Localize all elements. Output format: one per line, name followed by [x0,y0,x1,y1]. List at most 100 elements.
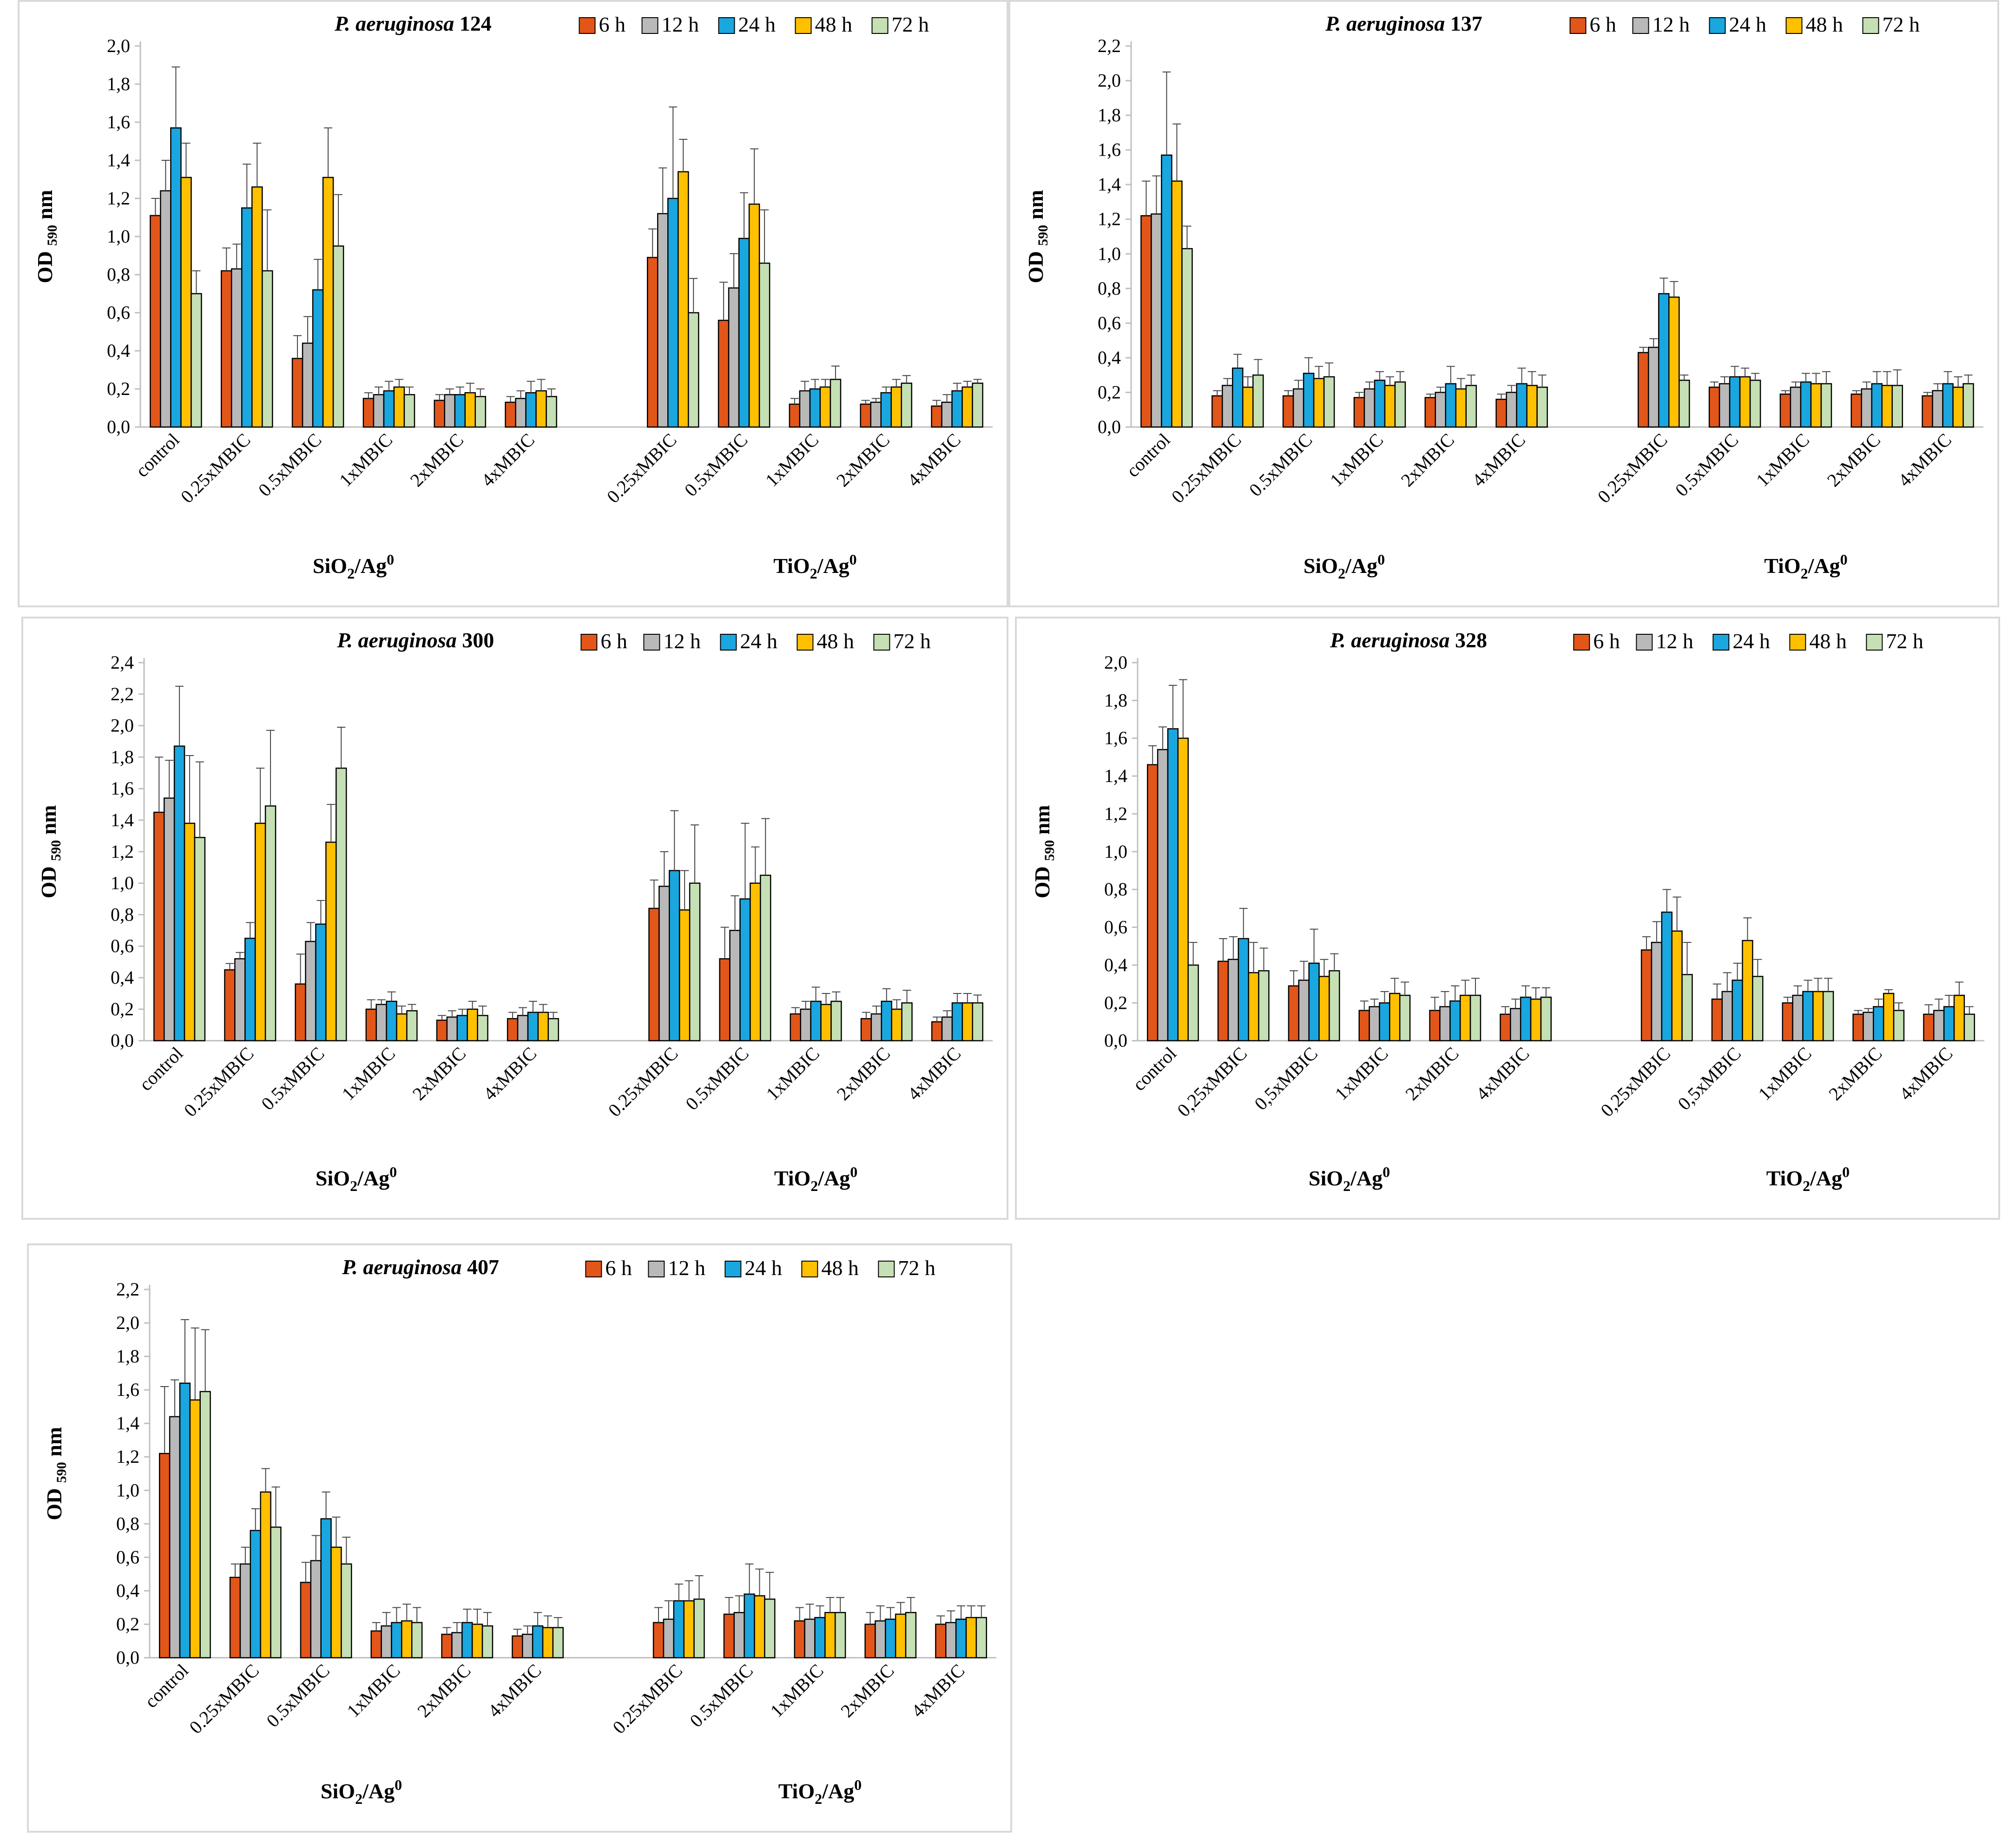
bar-6h-cat10 [935,1624,947,1658]
legend-label-48h: 48 h [817,629,854,653]
bar-6h-cat8 [1779,393,1791,428]
y-axis-label: OD 590 nm [1024,190,1051,283]
legend-label-72h: 72 h [892,13,929,36]
bar-12h-cat9 [1861,388,1872,428]
bar-6h-cat3 [362,398,375,428]
legend-label-24h: 24 h [738,13,776,36]
category-label: 0.25xMBIC [1167,429,1245,507]
bar-24h-cat5 [525,392,537,428]
y-axis-label-sub: 590 [48,840,64,861]
y-tick-label: 0,6 [116,1546,139,1567]
category-label: 0,5xMBIC [1250,1043,1322,1114]
bar-72h-cat6 [688,312,699,428]
y-tick-label: 0,8 [1104,879,1127,900]
y-tick-label: 1,8 [111,746,134,767]
bar-24h-cat4 [1449,1000,1461,1041]
bar-12h-cat1 [1221,385,1233,428]
bar-48h-cat4 [471,1624,483,1658]
bar-48h-cat3 [1384,385,1396,428]
bar-24h-cat2 [315,923,327,1041]
chart-title-species: P. aeruginosa [1325,12,1445,35]
y-tick-label: 2,0 [107,35,130,56]
category-label: 4xMBIC [484,1660,545,1721]
bar-6h-cat8 [790,1013,801,1041]
category-label: 4xMBIC [477,429,539,491]
bar-48h-cat1 [254,822,266,1041]
legend-swatch-72h [873,634,890,651]
legend-label-72h: 72 h [893,629,931,653]
bar-12h-cat10 [1933,1010,1945,1041]
bar-24h-cat2 [1308,962,1320,1041]
bar-6h-cat2 [295,983,306,1041]
legend-swatch-24h [720,634,737,651]
chart-panel-407: OD 590 nm 0,0 0,2 0,4 0,6 0,8 1,0 1,2 1,4 1,6 1,8 2… [27,1243,1012,1833]
bar-24h-cat0 [1167,728,1179,1041]
legend-swatch-12h [641,17,658,34]
bar-6h-cat0 [1140,215,1152,428]
bar-48h-cat2 [325,842,337,1041]
bar-72h-cat8 [830,1000,842,1041]
y-tick-label: 1,0 [107,226,130,247]
bar-6h-cat2 [291,358,303,428]
bar-6h-cat0 [153,811,165,1041]
bar-24h-cat6 [1658,293,1670,428]
bar-72h-cat3 [406,1010,418,1041]
bar-48h-cat10 [965,1617,977,1658]
bar-24h-cat1 [244,938,256,1041]
y-tick-label: 1,6 [111,778,134,799]
bar-72h-cat6 [693,1598,705,1658]
bar-24h-cat8 [809,388,821,428]
legend-swatch-6h [1573,634,1590,651]
bar-6h-cat10 [931,1021,943,1041]
y-tick-label: 0,4 [1104,954,1127,975]
bar-6h-cat1 [220,270,232,428]
category-label: 0.25xMBIC [604,1043,682,1121]
category-label: 2xMBIC [408,1043,470,1104]
chart-title-strain: 137 [1450,12,1482,35]
chart-title: P. aeruginosa 137 [1325,12,1482,35]
y-tick-label: 0,4 [116,1580,139,1601]
legend-label-48h: 48 h [1806,13,1844,36]
bar-6h-cat0 [150,215,161,428]
legend-label-48h: 48 h [1809,629,1847,653]
y-tick-label: 2,0 [116,1312,139,1333]
bar-6h-cat3 [365,1008,377,1041]
legend-swatch-72h [1866,634,1883,651]
bar-48h-cat8 [819,386,831,428]
category-label: 0.25xMBIC [185,1660,263,1738]
chart-title-strain: 124 [460,12,492,35]
bar-6h-cat9 [1850,393,1862,428]
bar-48h-cat6 [1671,930,1683,1041]
category-label: 0.5xMBIC [254,429,326,501]
bar-24h-cat8 [810,1000,822,1041]
category-label: control [1122,429,1174,481]
category-label: 0,5xMBIC [1673,1043,1745,1114]
bar-12h-cat3 [1363,388,1376,428]
y-tick-label: 0,8 [111,904,134,925]
y-tick-label: 1,0 [1098,243,1121,264]
category-label: 0.25xMBIC [177,429,255,507]
group-label-0: SiO2/Ag0 [1309,1164,1390,1194]
y-tick-label: 0,2 [116,1613,139,1634]
bar-6h-cat5 [1495,399,1507,428]
y-tick-label: 1,0 [1104,841,1127,862]
category-label: 1xMBIC [1330,1043,1392,1104]
category-label: 4xMBIC [907,1660,968,1721]
chart-title-species: P. aeruginosa [342,1255,461,1279]
bar-12h-cat0 [1151,213,1162,428]
bar-12h-cat2 [302,342,314,428]
legend-label-12h: 12 h [1656,629,1693,653]
bar-12h-cat2 [305,940,316,1041]
legend-swatch-48h [1789,634,1806,651]
bar-24h-cat1 [250,1530,261,1658]
bar-6h-cat8 [1782,1002,1793,1041]
y-tick-label: 1,4 [116,1413,139,1434]
group-label-1: TiO2/Ag0 [1764,551,1847,582]
bar-12h-cat8 [799,390,811,428]
category-label: control [135,1043,187,1095]
bar-6h-cat6 [1640,949,1653,1041]
y-axis-label-main: OD [37,861,60,899]
bar-24h-cat10 [951,1002,963,1041]
bar-48h-cat9 [895,1613,907,1658]
bar-12h-cat4 [451,1632,463,1658]
